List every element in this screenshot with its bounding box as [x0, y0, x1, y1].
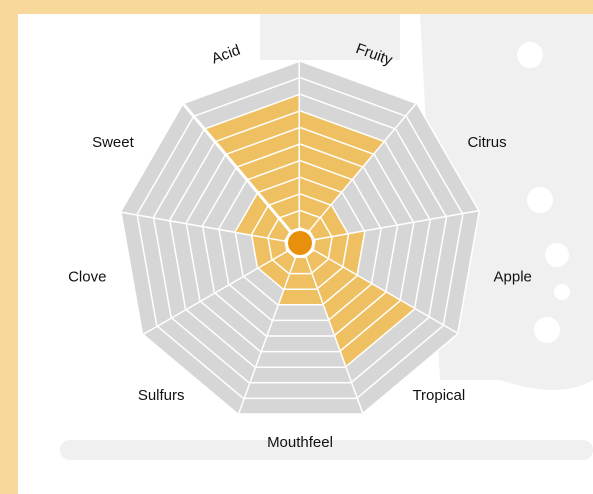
- bubble: [554, 284, 570, 300]
- center-dot: [288, 231, 312, 255]
- chart: AcidFruityCitrusAppleTropicalMouthfeelSu…: [0, 0, 593, 494]
- category-label: Apple: [494, 269, 532, 286]
- bubble: [534, 317, 560, 343]
- bubble: [517, 42, 543, 68]
- category-label: Acid: [209, 42, 242, 68]
- category-label: Citrus: [467, 134, 506, 151]
- bubble: [527, 187, 553, 213]
- category-label: Clove: [68, 269, 106, 286]
- page: {"chart_data":{"type":"radar","categorie…: [0, 0, 593, 494]
- bubble: [545, 243, 569, 267]
- category-label: Mouthfeel: [267, 434, 333, 451]
- category-label: Sweet: [92, 134, 135, 151]
- category-label: Tropical: [412, 387, 465, 404]
- category-label: Sulfurs: [138, 387, 185, 404]
